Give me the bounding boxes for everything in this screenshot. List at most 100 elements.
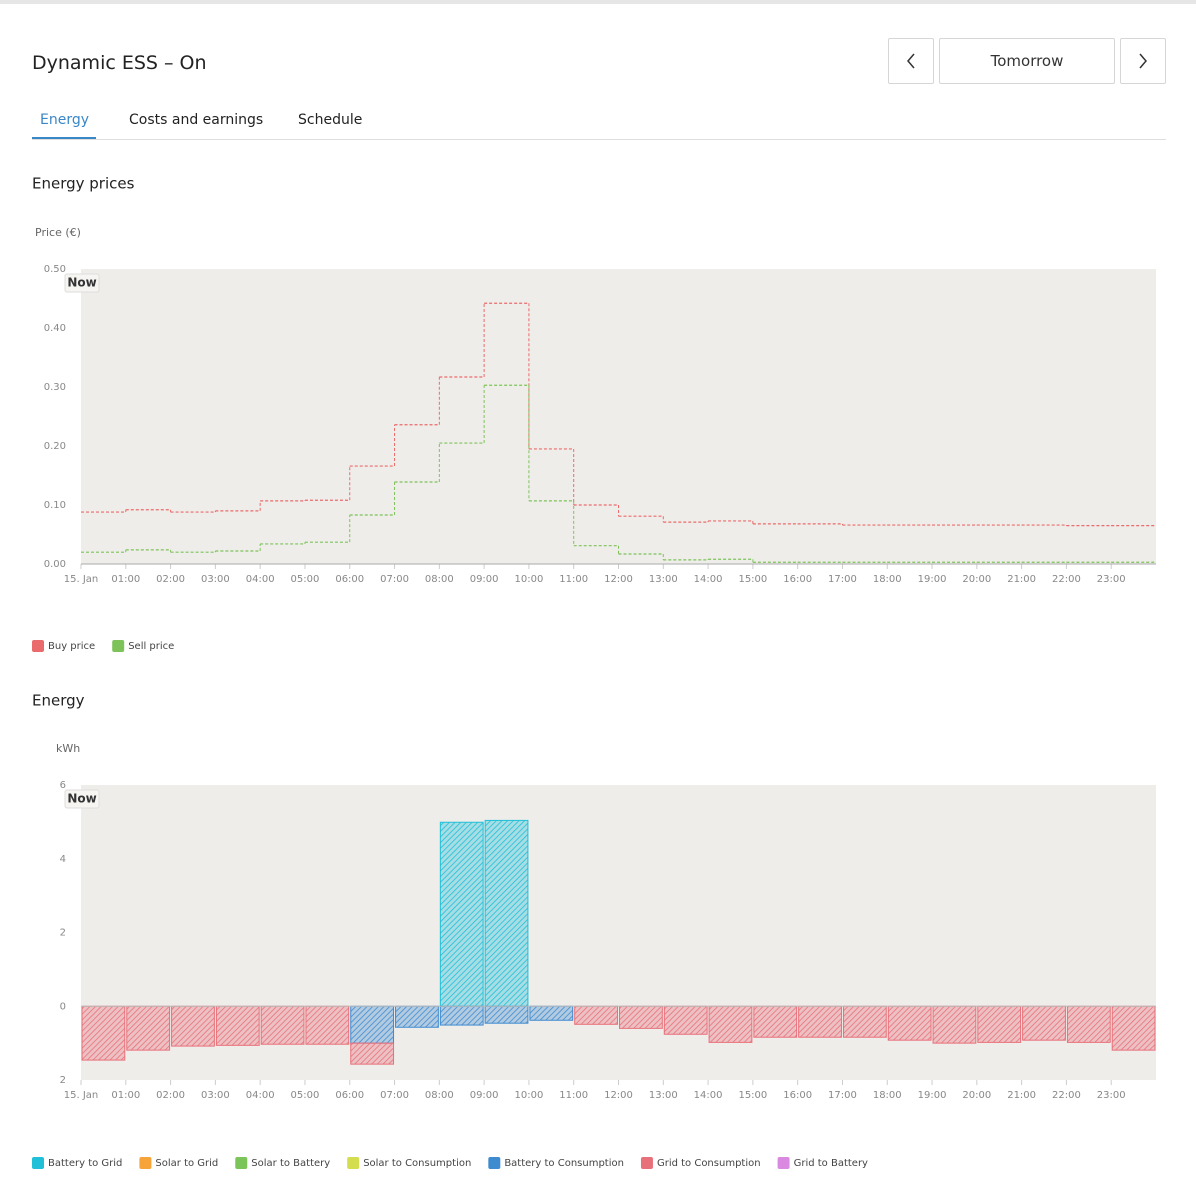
energy-bar	[887, 1005, 932, 1041]
x-tick-label: 05:00	[291, 574, 320, 585]
tab[interactable]: Costs and earnings	[129, 112, 264, 128]
active-tab-indicator	[32, 137, 96, 139]
x-tick-label: 15:00	[738, 1090, 767, 1101]
chevron-left	[907, 53, 915, 69]
y-tick-label: 4	[60, 854, 66, 865]
x-tick-label: 07:00	[380, 1090, 409, 1101]
y-axis-label: kWh	[56, 742, 80, 755]
energy-bar	[81, 1005, 126, 1061]
x-tick-label: 20:00	[962, 1090, 991, 1101]
x-tick-label: 18:00	[873, 1090, 902, 1101]
energy-bar	[574, 1005, 618, 1025]
x-tick-label: 05:00	[291, 1090, 320, 1101]
x-tick-label: 12:00	[604, 1090, 633, 1101]
x-tick-label: 18:00	[873, 574, 902, 585]
x-tick-label: 03:00	[201, 574, 230, 585]
x-tick-label: 09:00	[470, 574, 499, 585]
energy-bar	[708, 1005, 753, 1043]
chart-title: Energy	[32, 692, 85, 710]
legend-label: Buy price	[48, 641, 95, 652]
page-title: Dynamic ESS – On	[32, 52, 207, 74]
now-label: Now	[67, 276, 96, 290]
y-tick-label: 2	[60, 1075, 66, 1086]
y-tick-label: 0	[60, 1001, 66, 1012]
x-tick-label: 04:00	[246, 574, 275, 585]
x-tick-label: 14:00	[694, 1090, 723, 1101]
x-tick-label: 15:00	[738, 574, 767, 585]
energy-bar	[350, 1005, 395, 1044]
x-tick-label: 02:00	[156, 574, 185, 585]
x-tick-label: 08:00	[425, 574, 454, 585]
legend-label: Battery to Consumption	[504, 1158, 624, 1169]
x-tick-label: 22:00	[1052, 574, 1081, 585]
x-tick-label: 17:00	[828, 1090, 857, 1101]
legend-label: Solar to Grid	[155, 1158, 218, 1169]
energy-bar	[663, 1005, 708, 1035]
next-button[interactable]	[1120, 38, 1166, 84]
x-tick-label: 19:00	[918, 574, 947, 585]
energy-bar	[529, 1005, 574, 1021]
x-tick-label: 01:00	[111, 574, 140, 585]
chart-title: Energy prices	[32, 175, 135, 193]
y-tick-label: 0.10	[44, 500, 66, 511]
x-tick-label: 11:00	[559, 1090, 588, 1101]
charts: Energy prices Price (€) 0.00 0.10 0.20 0.30 0.…	[32, 175, 1156, 1169]
legend-swatch	[112, 640, 125, 652]
energy-bar	[484, 819, 529, 1007]
x-tick-label: 16:00	[783, 574, 812, 585]
y-tick-label: 2	[60, 928, 66, 939]
tab-bar: Energy Costs and earnings Schedule	[32, 104, 1166, 140]
energy-bar	[753, 1005, 798, 1038]
energy-bar	[842, 1005, 887, 1038]
period-button[interactable]: Tomorrow	[939, 38, 1115, 84]
now-label: Now	[67, 792, 96, 806]
y-tick-label: 6	[60, 780, 66, 791]
x-tick-label: 03:00	[201, 1090, 230, 1101]
x-tick-label: 06:00	[335, 574, 364, 585]
y-tick-label: 0.30	[44, 382, 66, 393]
tab[interactable]: Schedule	[298, 112, 363, 128]
x-tick-label: 11:00	[559, 574, 588, 585]
energy-bar	[171, 1005, 215, 1047]
legend-label: Solar to Consumption	[363, 1158, 471, 1169]
energy-bar	[977, 1005, 1022, 1043]
plot-area	[81, 269, 1156, 564]
legend-label: Grid to Consumption	[657, 1158, 761, 1169]
x-tick-label: 19:00	[918, 1090, 947, 1101]
x-tick-label: 15. Jan	[64, 574, 99, 585]
legend-label: Battery to Grid	[48, 1158, 122, 1169]
legend-swatch	[32, 1157, 44, 1169]
x-tick-label: 23:00	[1097, 574, 1126, 585]
x-tick-label: 21:00	[1007, 1090, 1036, 1101]
energy-bar	[305, 1005, 350, 1045]
legend-label: Grid to Battery	[794, 1158, 868, 1169]
y-tick-label: 0.20	[44, 441, 66, 452]
x-tick-label: 09:00	[470, 1090, 499, 1101]
x-tick-label: 14:00	[694, 574, 723, 585]
x-tick-label: 02:00	[156, 1090, 185, 1101]
chevron-right	[1139, 53, 1147, 69]
x-tick-label: 13:00	[649, 574, 678, 585]
x-tick-label: 10:00	[515, 574, 544, 585]
now-badge	[64, 273, 100, 293]
x-tick-label: 06:00	[335, 1090, 364, 1101]
prev-button[interactable]	[888, 38, 934, 84]
legend-swatch	[139, 1157, 152, 1169]
x-tick-label: 12:00	[604, 574, 633, 585]
legend-swatch	[488, 1157, 501, 1169]
legend-swatch	[235, 1157, 248, 1169]
legend-label: Sell price	[128, 641, 174, 652]
energy-bar	[215, 1005, 260, 1046]
energy-bar	[439, 821, 484, 1007]
legend-swatch	[347, 1157, 360, 1169]
energy-bar	[260, 1005, 305, 1045]
y-tick-label: 0.00	[44, 559, 66, 570]
tab[interactable]: Energy	[40, 112, 90, 128]
x-tick-label: 22:00	[1052, 1090, 1081, 1101]
y-tick-label: 0.50	[44, 264, 66, 275]
energy-bar	[395, 1005, 439, 1028]
x-tick-label: 17:00	[828, 574, 857, 585]
plot-area	[81, 785, 1156, 1080]
x-tick-label: 07:00	[380, 574, 409, 585]
